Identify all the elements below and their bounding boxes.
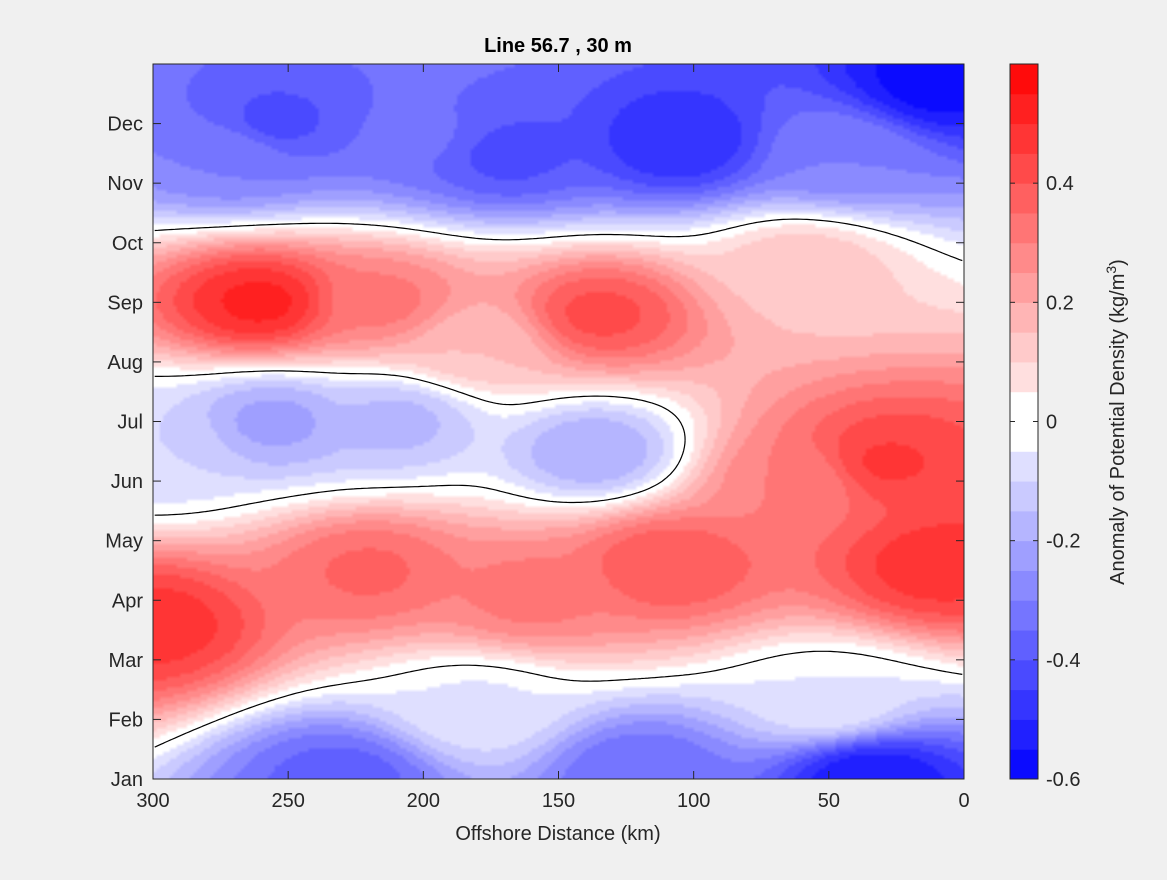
colorbar-tick-label: 0.2: [1046, 292, 1074, 314]
y-tick-label: Nov: [107, 173, 143, 195]
y-tick-label: Jan: [111, 769, 143, 791]
x-tick-label: 100: [677, 790, 710, 812]
y-tick-label: Oct: [112, 233, 144, 255]
zero-contour-lines: [154, 218, 963, 748]
colorbar-band: [1010, 391, 1038, 422]
colorbar-label: Anomaly of Potential Density (kg/m3): [1103, 259, 1129, 585]
x-tick-label: 50: [818, 790, 840, 812]
colorbar-bands: [1010, 64, 1038, 780]
x-tick-label: 250: [271, 790, 304, 812]
density-anomaly-contour-fill: [153, 64, 964, 779]
colorbar-band: [1010, 123, 1038, 154]
colorbar-band: [1010, 630, 1038, 661]
chart-title: Line 56.7 , 30 m: [484, 35, 632, 57]
colorbar-band: [1010, 600, 1038, 631]
y-axis: Jan Feb Mar Apr May Jun Jul Aug Sep Oct Nov Dec: [105, 114, 964, 791]
colorbar-tick-label: -0.2: [1046, 531, 1080, 553]
colorbar-band: [1010, 540, 1038, 571]
y-tick-label: May: [105, 531, 143, 553]
colorbar-band: [1010, 689, 1038, 720]
y-tick-label: Sep: [107, 292, 143, 314]
colorbar-band: [1010, 153, 1038, 184]
x-axis: 300 250 200 150 100 50 0: [136, 64, 970, 812]
colorbar-tick-label: -0.6: [1046, 769, 1080, 791]
colorbar: -0.6 -0.4 -0.2 0 0.2 0.4 Anomaly of Potential…: [1009, 63, 1129, 791]
colorbar-tick-label: 0.4: [1046, 173, 1074, 195]
y-tick-label: Feb: [109, 709, 143, 731]
y-tick-label: Jun: [111, 471, 143, 493]
x-tick-label: 300: [136, 790, 169, 812]
y-tick-label: Dec: [107, 114, 143, 136]
colorbar-band: [1010, 64, 1038, 95]
y-tick-label: Aug: [107, 352, 143, 374]
colorbar-tick-label: -0.4: [1046, 650, 1080, 672]
colorbar-band: [1010, 332, 1038, 363]
x-axis-label: Offshore Distance (km): [455, 823, 660, 845]
colorbar-band: [1010, 451, 1038, 482]
colorbar-tick-label: 0: [1046, 412, 1057, 434]
colorbar-band: [1010, 183, 1038, 214]
colorbar-band: [1010, 361, 1038, 393]
zero-contour: [154, 218, 963, 748]
x-tick-label: 200: [407, 790, 440, 812]
colorbar-band: [1010, 212, 1038, 244]
y-tick-label: Apr: [112, 590, 143, 612]
y-tick-label: Jul: [117, 412, 143, 434]
y-tick-label: Mar: [109, 650, 144, 672]
colorbar-band: [1010, 93, 1038, 125]
colorbar-band: [1010, 719, 1038, 750]
colorbar-band: [1010, 570, 1038, 601]
colorbar-ticks: -0.6 -0.4 -0.2 0 0.2 0.4: [1010, 173, 1080, 791]
colorbar-band: [1010, 421, 1038, 452]
x-tick-label: 0: [958, 790, 969, 812]
x-tick-label: 150: [542, 790, 575, 812]
colorbar-band: [1010, 510, 1038, 542]
colorbar-band: [1010, 749, 1038, 780]
heatmap-plot-area: 300 250 200 150 100 50 0 Jan Feb Mar Apr May Jun Jul…: [105, 63, 970, 812]
colorbar-band: [1010, 272, 1038, 303]
colorbar-band: [1010, 659, 1038, 691]
colorbar-band: [1010, 481, 1038, 512]
colorbar-band: [1010, 242, 1038, 274]
colorbar-band: [1010, 302, 1038, 333]
